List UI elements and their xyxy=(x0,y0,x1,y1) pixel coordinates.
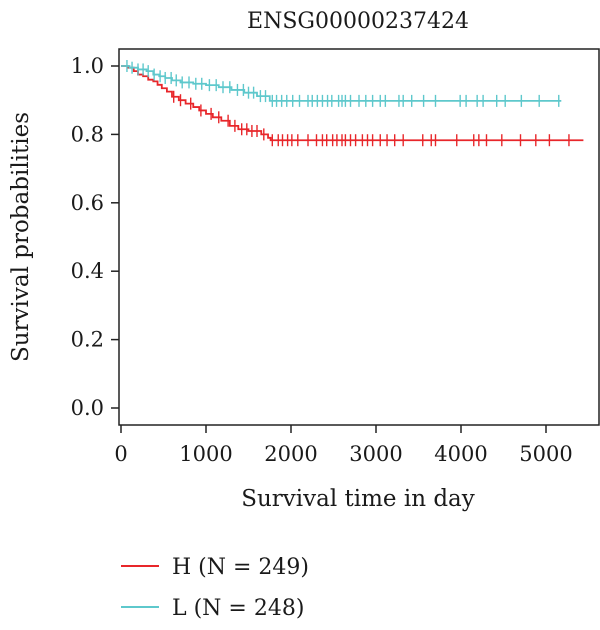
x-tick-label: 1000 xyxy=(179,442,232,466)
chart-title: ENSG00000237424 xyxy=(247,9,469,34)
x-tick-label: 5000 xyxy=(519,442,572,466)
x-tick-label: 3000 xyxy=(349,442,402,466)
survival-curve-l xyxy=(121,65,562,102)
y-tick-label: 1.0 xyxy=(71,54,104,78)
x-axis-title: Survival time in day xyxy=(241,486,475,512)
series-h xyxy=(121,65,584,147)
series-l xyxy=(121,60,562,107)
y-axis: 0.0 0.2 0.4 0.6 0.8 1.0 xyxy=(71,54,119,420)
x-axis: 0 1000 2000 3000 4000 5000 xyxy=(114,425,573,466)
x-tick-label: 0 xyxy=(114,442,127,466)
x-tick-label: 2000 xyxy=(264,442,317,466)
y-tick-label: 0.8 xyxy=(71,122,104,146)
y-tick-label: 0.0 xyxy=(71,396,104,420)
series-layer xyxy=(121,60,584,147)
legend-label-l: L (N = 248) xyxy=(172,596,304,621)
x-tick-label: 4000 xyxy=(434,442,487,466)
plot-frame xyxy=(118,48,600,426)
legend-label-h: H (N = 249) xyxy=(172,555,309,580)
y-tick-label: 0.4 xyxy=(71,259,104,283)
legend: H (N = 249) L (N = 248) xyxy=(121,555,309,621)
survival-curve-h xyxy=(121,65,584,142)
y-tick-label: 0.2 xyxy=(71,328,104,352)
y-axis-title: Survival probabilities xyxy=(8,112,34,362)
y-tick-label: 0.6 xyxy=(71,191,104,215)
